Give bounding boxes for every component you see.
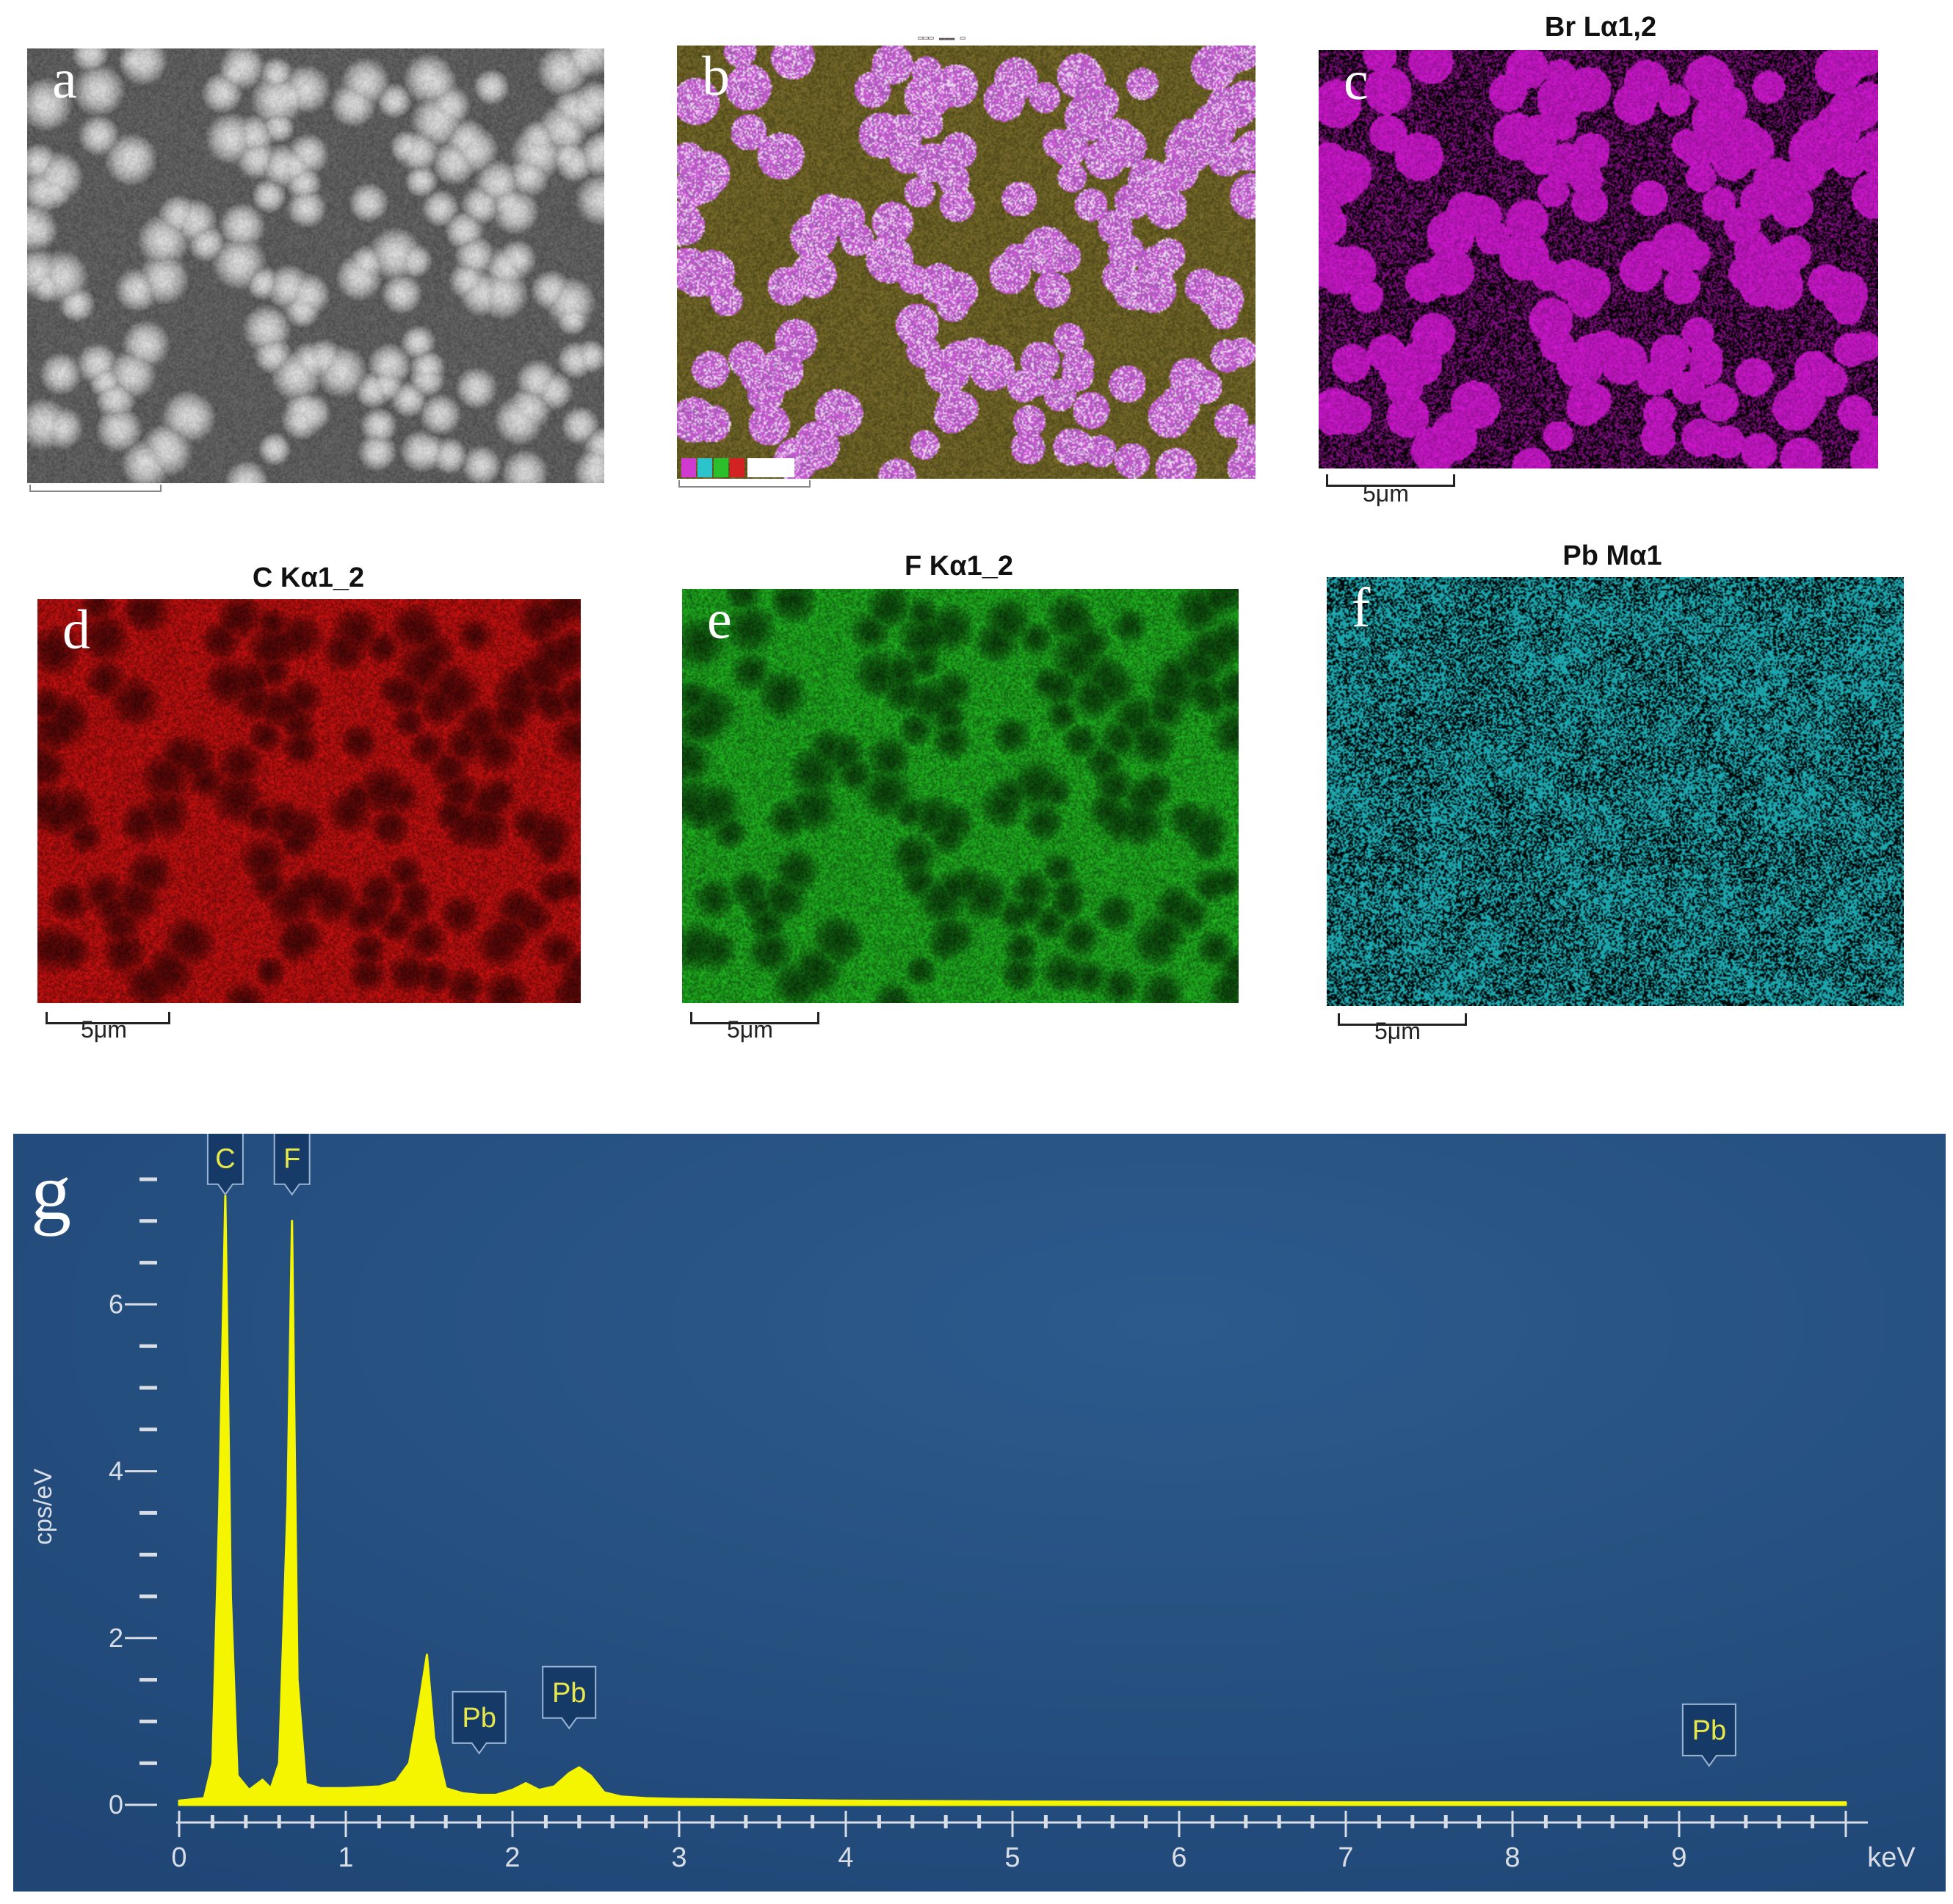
scale-bar-e (690, 1012, 819, 1024)
legend-blank (747, 458, 794, 477)
sem-micrograph (27, 48, 604, 483)
composite-map-panel-b: b (677, 46, 1256, 479)
br-element-map (1319, 50, 1878, 468)
legend-swatch-c (730, 458, 744, 477)
map-title-c: C Kα1_2 (252, 562, 365, 593)
legend-swatch-br (681, 458, 696, 477)
composite-eds-map (677, 46, 1256, 479)
y-tick-label: 2 (109, 1623, 123, 1653)
x-axis-label: keV (1867, 1842, 1916, 1873)
x-tick-label: 7 (1338, 1842, 1353, 1873)
peak-label-f: F (283, 1144, 300, 1175)
panel-letter-c: c (1344, 50, 1369, 112)
x-tick-label: 8 (1504, 1842, 1520, 1873)
peak-label-box (273, 1134, 311, 1196)
y-tick-label: 6 (109, 1289, 123, 1319)
sem-image-panel-a: a (27, 48, 604, 483)
f-map-panel-e: e (682, 589, 1239, 1003)
scale-label-d: 5μm (81, 1016, 127, 1043)
x-tick-label: 3 (671, 1842, 686, 1873)
peak-label-pb: Pb (1692, 1715, 1726, 1746)
map-title-br: Br Lα1,2 (1544, 12, 1657, 43)
peak-label-box (1681, 1703, 1736, 1767)
x-tick-label: 0 (171, 1842, 186, 1873)
peak-label-pb: Pb (552, 1678, 586, 1709)
peak-label-c: C (215, 1144, 235, 1175)
map-title-pb: Pb Mα1 (1562, 540, 1662, 571)
panel-letter-b: b (702, 46, 730, 107)
panel-letter-g: g (31, 1147, 71, 1237)
eds-spectrum-panel: g 0 2 4 6 cps/eV 0 1 2 3 4 5 6 7 8 9 keV C F Pb Pb Pb (13, 1134, 1946, 1892)
panel-letter-d: d (62, 599, 90, 661)
x-tick-label: 1 (338, 1842, 353, 1873)
x-tick-label: 4 (838, 1842, 853, 1873)
x-tick-label: 5 (1004, 1842, 1020, 1873)
scale-bar-f (1338, 1013, 1467, 1026)
eds-spectrum-chart: g 0 2 4 6 cps/eV 0 1 2 3 4 5 6 7 8 9 keV C F Pb Pb Pb (13, 1134, 1946, 1892)
peak-label-pb: Pb (462, 1703, 496, 1734)
y-axis-label: cps/eV (29, 1469, 57, 1545)
panel-b-header: ▭▭▭ ▬▬▬ ▭ (918, 33, 965, 43)
chart-background (13, 1134, 1946, 1892)
pb-element-map (1327, 577, 1904, 1006)
scale-label-c: 5μm (1363, 480, 1409, 507)
panel-letter-e: e (707, 589, 732, 651)
legend-swatch-pb (698, 458, 712, 477)
scale-bar-b (678, 480, 811, 488)
c-map-panel-d: d (37, 599, 581, 1003)
x-tick-label: 6 (1171, 1842, 1186, 1873)
map-title-f: F Kα1_2 (905, 551, 1013, 582)
pb-map-panel-f: f (1327, 577, 1904, 1006)
panel-letter-f: f (1352, 577, 1371, 639)
legend-swatch-f (714, 458, 728, 477)
spectrum-area (178, 1195, 1847, 1806)
x-tick-label: 2 (504, 1842, 520, 1873)
peak-label-box (542, 1665, 597, 1730)
x-tick-label: 9 (1671, 1842, 1686, 1873)
panel-letter-a: a (52, 48, 77, 110)
f-element-map (682, 589, 1239, 1003)
y-tick-label: 0 (109, 1789, 123, 1820)
c-element-map (37, 599, 581, 1003)
scale-label-f: 5μm (1374, 1018, 1421, 1044)
scale-label-e: 5μm (727, 1016, 773, 1043)
y-tick-label: 4 (109, 1456, 123, 1486)
scale-bar-c (1326, 474, 1455, 487)
peak-label-box (206, 1134, 244, 1196)
scale-bar-a (29, 485, 162, 492)
br-map-panel-c: c (1319, 50, 1878, 468)
scale-bar-d (46, 1012, 170, 1024)
peak-label-box (452, 1690, 507, 1755)
